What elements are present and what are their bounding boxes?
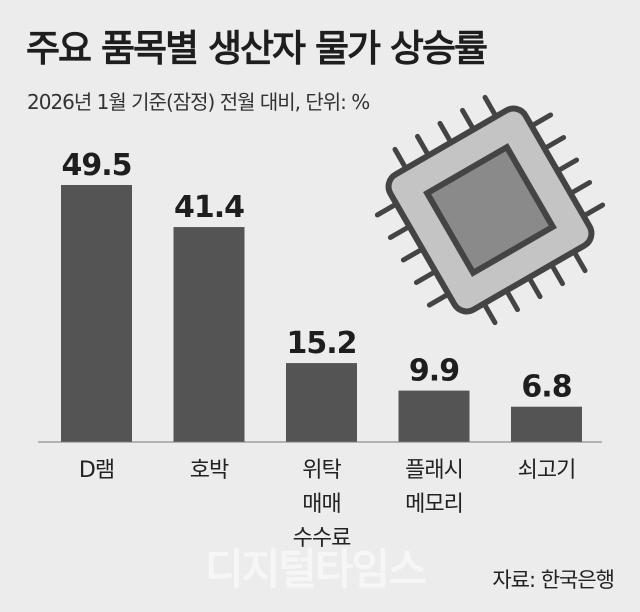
bar	[286, 363, 357, 442]
chart-subtitle: 2026년 1월 기준(잠정) 전월 대비, 단위: %	[27, 90, 370, 114]
category-label: 쇠고기	[518, 458, 576, 483]
category-label-line: D램	[79, 458, 114, 483]
category-label-line: 수수료	[293, 526, 351, 551]
chip-pin	[387, 223, 412, 240]
chip-pin	[413, 269, 438, 286]
chip-pin	[542, 134, 567, 151]
microchip-icon	[374, 94, 606, 326]
category-label-line: 위탁	[302, 458, 341, 483]
chip-pin	[482, 94, 499, 119]
chip-pin	[529, 112, 554, 129]
chip-pin	[392, 146, 409, 171]
bar	[173, 227, 245, 442]
chip-pin	[481, 301, 498, 326]
chip-pin	[400, 246, 425, 263]
chip-pin	[568, 180, 593, 197]
category-label-line: 메모리	[405, 492, 463, 517]
category-label-line: 호박	[190, 458, 229, 483]
chip-pin	[426, 291, 451, 308]
chip-pin	[581, 202, 606, 219]
chip-pin	[437, 120, 454, 145]
value-label: 6.8	[521, 370, 571, 405]
bar	[511, 406, 582, 442]
watermark-text: 디지털타임스	[205, 545, 427, 594]
category-label: D램	[79, 458, 114, 483]
source-note: 자료: 한국은행	[492, 568, 615, 592]
category-label-line: 쇠고기	[518, 458, 576, 483]
chip-pin	[460, 107, 477, 132]
chart-title: 주요 품목별 생산자 물가 상승률	[26, 27, 488, 70]
chip-pin	[555, 157, 580, 174]
chip-pin	[549, 262, 566, 287]
value-label: 41.4	[174, 190, 244, 225]
chip-pin	[526, 275, 543, 300]
value-label: 15.2	[286, 326, 356, 361]
chip-pin	[414, 133, 431, 158]
chip-pin	[571, 249, 588, 274]
category-label-line: 매매	[302, 492, 340, 517]
bar	[398, 390, 470, 442]
value-label: 49.5	[61, 148, 131, 183]
chip-pin	[374, 201, 399, 218]
category-label-line: 플래시	[405, 458, 463, 483]
chip-pin	[503, 288, 520, 313]
value-label: 9.9	[409, 354, 459, 389]
bar	[61, 185, 132, 442]
category-label: 호박	[190, 458, 229, 483]
